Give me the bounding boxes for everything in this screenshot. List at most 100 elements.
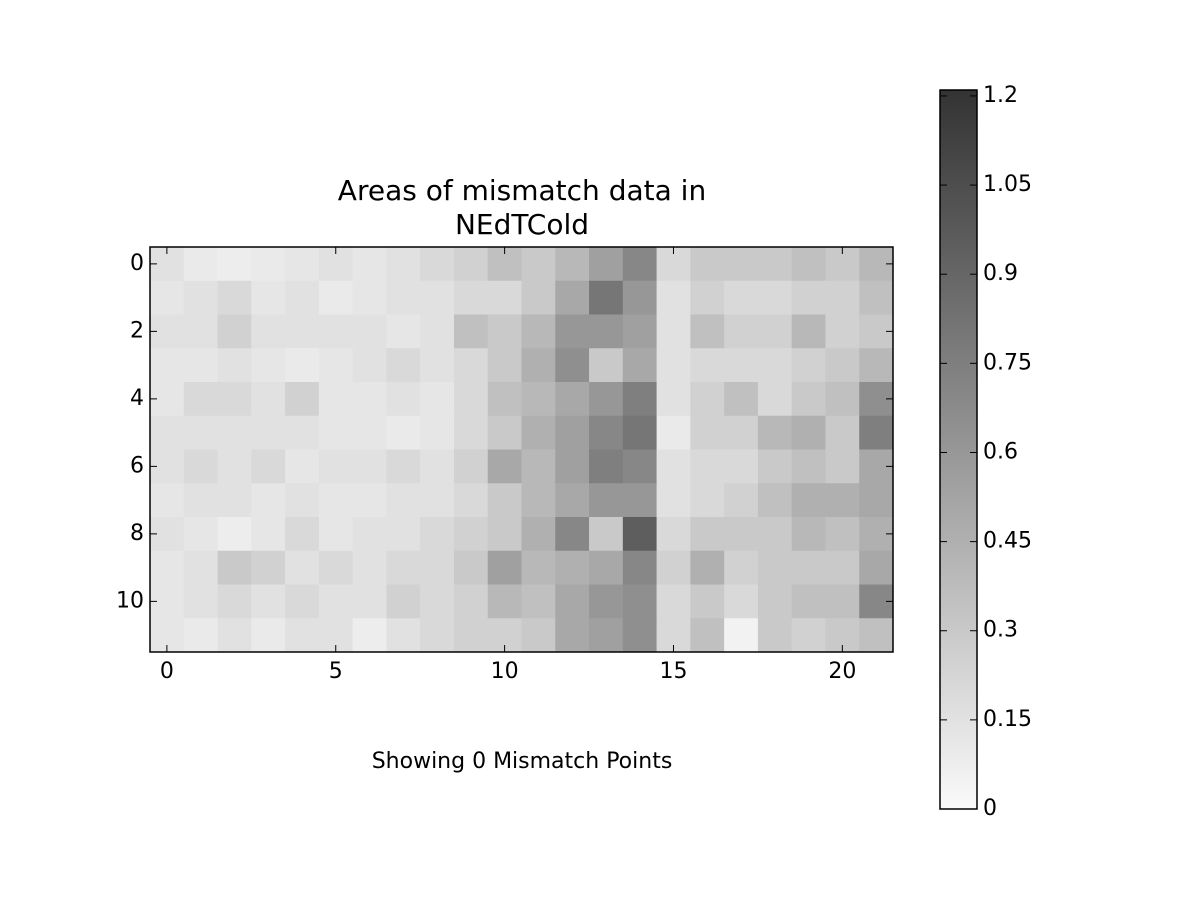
heatmap-cell <box>724 348 759 383</box>
y-tick-label: 6 <box>130 453 144 478</box>
heatmap-cell <box>420 584 455 619</box>
heatmap-cell <box>183 517 219 552</box>
heatmap-cell <box>757 415 793 450</box>
heatmap-cell <box>622 280 658 315</box>
heatmap-cell <box>183 415 219 450</box>
heatmap-cell <box>285 280 320 315</box>
heatmap-cell <box>352 584 387 619</box>
heatmap-cell <box>656 280 691 315</box>
heatmap-cell <box>555 449 590 484</box>
heatmap-cell <box>757 483 793 518</box>
heatmap-cell <box>420 382 455 417</box>
heatmap-cell <box>859 415 894 450</box>
heatmap-cell <box>386 449 421 484</box>
heatmap-cell <box>487 449 522 484</box>
heatmap-cell <box>825 415 860 450</box>
heatmap-cell <box>555 382 590 417</box>
heatmap-cell <box>251 348 286 383</box>
heatmap-cell <box>420 483 455 518</box>
heatmap-cell <box>251 584 286 619</box>
heatmap-cell <box>183 618 219 653</box>
heatmap-cell <box>453 280 489 315</box>
heatmap-cell <box>589 618 624 653</box>
heatmap-cell <box>487 280 522 315</box>
heatmap-cell <box>791 449 826 484</box>
heatmap-cell <box>589 483 624 518</box>
heatmap-cell <box>757 314 793 349</box>
heatmap-cell <box>251 415 286 450</box>
heatmap-cell <box>757 618 793 653</box>
heatmap-cell <box>724 314 759 349</box>
heatmap-cell <box>690 280 725 315</box>
heatmap-cell <box>690 314 725 349</box>
heatmap-cell <box>622 517 658 552</box>
heatmap-cell <box>487 584 522 619</box>
heatmap-cell <box>150 483 185 518</box>
heatmap-cell <box>217 550 252 585</box>
heatmap-cell <box>791 483 826 518</box>
heatmap-cell <box>386 314 421 349</box>
heatmap-cell <box>453 382 489 417</box>
heatmap-cell <box>453 415 489 450</box>
heatmap-cell <box>386 584 421 619</box>
heatmap-cell <box>386 415 421 450</box>
heatmap-cell <box>555 415 590 450</box>
heatmap-cell <box>690 584 725 619</box>
heatmap-cell <box>487 382 522 417</box>
heatmap-cell <box>183 280 219 315</box>
heatmap-cell <box>825 550 860 585</box>
heatmap-cell <box>859 280 894 315</box>
heatmap-cell <box>386 247 421 282</box>
heatmap-cell <box>589 348 624 383</box>
heatmap-cell <box>690 517 725 552</box>
heatmap-cell <box>622 483 658 518</box>
heatmap-cell <box>555 348 590 383</box>
heatmap-cell <box>217 517 252 552</box>
heatmap-cell <box>251 517 286 552</box>
heatmap-cell <box>791 584 826 619</box>
heatmap-cell <box>285 584 320 619</box>
heatmap-cell <box>420 247 455 282</box>
heatmap-cell <box>251 483 286 518</box>
heatmap-cell <box>453 584 489 619</box>
heatmap-cell <box>453 449 489 484</box>
heatmap-cell <box>285 483 320 518</box>
heatmap-cell <box>859 618 894 653</box>
heatmap-cell <box>791 247 826 282</box>
heatmap-cell <box>318 449 354 484</box>
heatmap-cell <box>656 584 691 619</box>
heatmap-cell <box>285 314 320 349</box>
heatmap-cell <box>183 348 219 383</box>
heatmap-cell <box>521 584 556 619</box>
heatmap-cell <box>453 247 489 282</box>
heatmap-cell <box>555 280 590 315</box>
heatmap-cell <box>420 517 455 552</box>
heatmap-cell <box>352 517 387 552</box>
heatmap-cell <box>656 382 691 417</box>
heatmap-cell <box>589 550 624 585</box>
heatmap-cell <box>487 348 522 383</box>
y-tick-label: 8 <box>130 521 144 546</box>
heatmap-cell <box>217 247 252 282</box>
heatmap-cell <box>656 314 691 349</box>
heatmap-cell <box>825 348 860 383</box>
heatmap-cell <box>251 382 286 417</box>
colorbar <box>939 89 978 810</box>
heatmap-cell <box>622 247 658 282</box>
heatmap-cell <box>251 618 286 653</box>
heatmap-cell <box>690 550 725 585</box>
heatmap-cell <box>217 449 252 484</box>
heatmap-cell <box>555 618 590 653</box>
colorbar-tick-label: 0.6 <box>983 439 1018 464</box>
heatmap-cell <box>825 483 860 518</box>
heatmap-cell <box>622 550 658 585</box>
heatmap-cell <box>352 348 387 383</box>
heatmap-cell <box>521 348 556 383</box>
heatmap-cell <box>183 314 219 349</box>
heatmap-cell <box>386 517 421 552</box>
heatmap-cell <box>352 449 387 484</box>
heatmap-cell <box>352 382 387 417</box>
heatmap-cell <box>622 314 658 349</box>
heatmap-cell <box>690 618 725 653</box>
